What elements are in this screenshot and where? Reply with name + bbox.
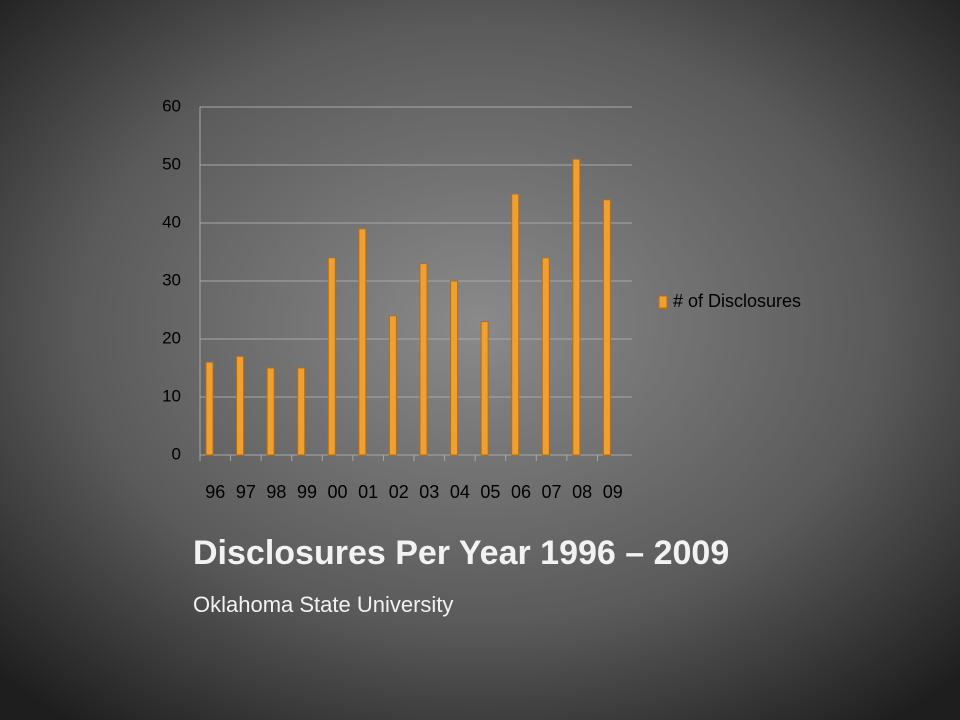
x-tick-label: 02 — [389, 482, 409, 502]
x-tick-label: 09 — [603, 482, 623, 502]
x-tick-label: 98 — [266, 482, 286, 502]
bar — [297, 367, 306, 456]
y-tick-label: 20 — [162, 328, 181, 347]
bar — [236, 355, 245, 456]
y-tick-label: 40 — [162, 212, 181, 231]
y-tick-label: 60 — [162, 96, 181, 115]
bar — [480, 321, 489, 456]
x-tick-label: 01 — [358, 482, 378, 502]
x-tick-label: 04 — [450, 482, 470, 502]
x-tick-label: 05 — [480, 482, 500, 502]
slide-subtitle: Oklahoma State University — [193, 592, 453, 617]
x-tick-label: 07 — [542, 482, 562, 502]
x-tick-label: 96 — [205, 482, 225, 502]
legend-label: # of Disclosures — [673, 291, 801, 311]
bar — [572, 158, 581, 456]
y-tick-label: 30 — [162, 270, 181, 289]
bar — [266, 367, 275, 456]
bar — [511, 193, 520, 456]
x-tick-label: 00 — [328, 482, 348, 502]
bar — [450, 280, 459, 456]
bar — [358, 228, 367, 456]
legend-swatch — [658, 295, 668, 309]
y-tick-label: 10 — [162, 386, 181, 405]
bar — [419, 263, 428, 456]
x-tick-label: 97 — [236, 482, 256, 502]
x-tick-label: 06 — [511, 482, 531, 502]
bar — [541, 257, 550, 456]
y-tick-label: 0 — [172, 444, 181, 463]
x-tick-label: 08 — [572, 482, 592, 502]
y-tick-label: 50 — [162, 154, 181, 173]
x-tick-label: 99 — [297, 482, 317, 502]
bar — [388, 315, 397, 456]
slide-title: Disclosures Per Year 1996 – 2009 — [193, 534, 729, 572]
bar — [327, 257, 336, 456]
bar — [602, 199, 611, 456]
x-tick-label: 03 — [419, 482, 439, 502]
bar — [205, 361, 214, 456]
